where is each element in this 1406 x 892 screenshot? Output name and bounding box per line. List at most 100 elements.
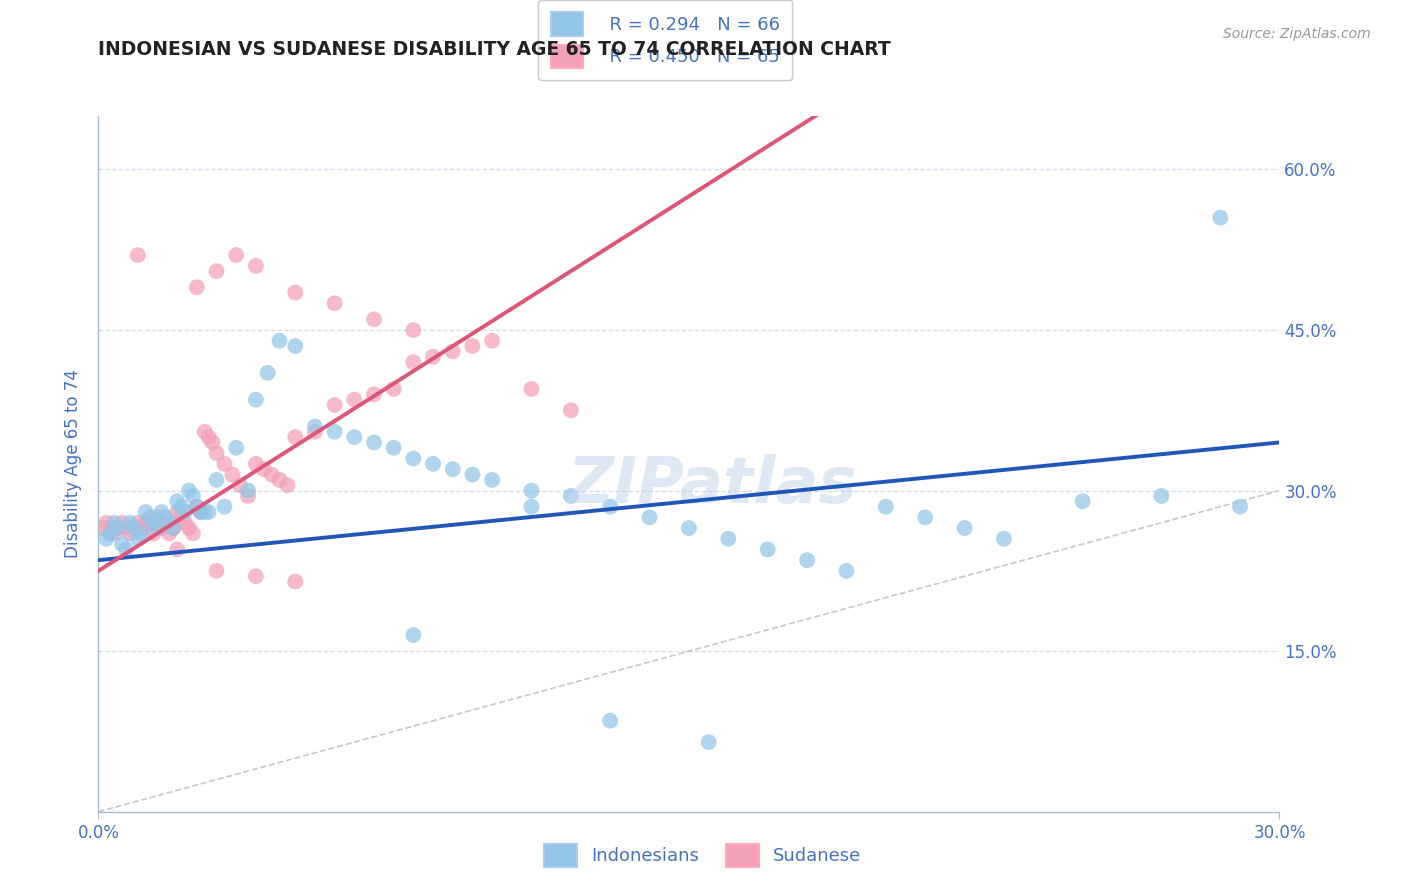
Point	[245, 457, 267, 471]
Point	[276, 478, 298, 492]
Point	[717, 532, 740, 546]
Point	[111, 537, 134, 551]
Point	[481, 473, 503, 487]
Point	[118, 526, 141, 541]
Point	[953, 521, 976, 535]
Point	[170, 500, 193, 514]
Point	[323, 398, 346, 412]
Point	[197, 505, 219, 519]
Point	[111, 516, 134, 530]
Point	[138, 521, 160, 535]
Point	[1229, 500, 1251, 514]
Point	[127, 248, 149, 262]
Point	[697, 735, 720, 749]
Point	[142, 526, 165, 541]
Point	[118, 516, 141, 530]
Point	[201, 435, 224, 450]
Point	[520, 382, 543, 396]
Point	[875, 500, 897, 514]
Point	[138, 510, 160, 524]
Y-axis label: Disability Age 65 to 74: Disability Age 65 to 74	[65, 369, 83, 558]
Point	[638, 510, 661, 524]
Point	[174, 516, 197, 530]
Point	[245, 259, 267, 273]
Point	[181, 526, 204, 541]
Point	[103, 516, 125, 530]
Point	[993, 532, 1015, 546]
Point	[225, 248, 247, 262]
Point	[186, 500, 208, 514]
Point	[96, 516, 118, 530]
Point	[284, 339, 307, 353]
Text: INDONESIAN VS SUDANESE DISABILITY AGE 65 TO 74 CORRELATION CHART: INDONESIAN VS SUDANESE DISABILITY AGE 65…	[98, 40, 891, 59]
Point	[1071, 494, 1094, 508]
Point	[461, 467, 484, 482]
Point	[422, 457, 444, 471]
Point	[98, 521, 121, 535]
Point	[402, 451, 425, 466]
Point	[323, 425, 346, 439]
Point	[150, 505, 173, 519]
Point	[260, 467, 283, 482]
Point	[236, 489, 259, 503]
Point	[155, 510, 177, 524]
Point	[382, 441, 405, 455]
Text: Source: ZipAtlas.com: Source: ZipAtlas.com	[1223, 27, 1371, 41]
Point	[256, 366, 278, 380]
Point	[304, 419, 326, 434]
Point	[914, 510, 936, 524]
Point	[190, 505, 212, 519]
Point	[205, 473, 228, 487]
Point	[599, 714, 621, 728]
Point	[166, 542, 188, 557]
Point	[284, 574, 307, 589]
Point	[1150, 489, 1173, 503]
Point	[245, 392, 267, 407]
Point	[122, 521, 145, 535]
Point	[441, 344, 464, 359]
Point	[304, 425, 326, 439]
Point	[835, 564, 858, 578]
Point	[135, 505, 157, 519]
Point	[363, 312, 385, 326]
Text: ZIPatlas: ZIPatlas	[568, 454, 858, 516]
Point	[157, 526, 180, 541]
Point	[127, 532, 149, 546]
Point	[402, 323, 425, 337]
Point	[135, 516, 157, 530]
Point	[560, 403, 582, 417]
Point	[103, 526, 125, 541]
Point	[131, 526, 153, 541]
Point	[142, 516, 165, 530]
Point	[461, 339, 484, 353]
Point	[162, 521, 184, 535]
Point	[155, 516, 177, 530]
Point	[678, 521, 700, 535]
Point	[205, 446, 228, 460]
Point	[177, 521, 200, 535]
Point	[107, 521, 129, 535]
Point	[343, 430, 366, 444]
Point	[131, 521, 153, 535]
Point	[599, 500, 621, 514]
Point	[98, 526, 121, 541]
Point	[162, 521, 184, 535]
Point	[284, 285, 307, 300]
Legend:   R = 0.294   N = 66,   R = 0.450   N = 65: R = 0.294 N = 66, R = 0.450 N = 65	[538, 0, 793, 80]
Point	[441, 462, 464, 476]
Point	[146, 521, 169, 535]
Point	[402, 355, 425, 369]
Point	[269, 334, 291, 348]
Point	[214, 457, 236, 471]
Point	[402, 628, 425, 642]
Point	[214, 500, 236, 514]
Point	[91, 521, 114, 535]
Point	[560, 489, 582, 503]
Point	[177, 483, 200, 498]
Legend: Indonesians, Sudanese: Indonesians, Sudanese	[537, 837, 869, 874]
Point	[150, 521, 173, 535]
Point	[323, 296, 346, 310]
Point	[481, 334, 503, 348]
Point	[284, 430, 307, 444]
Point	[146, 510, 169, 524]
